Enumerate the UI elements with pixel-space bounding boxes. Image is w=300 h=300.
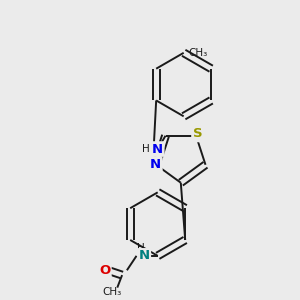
Text: N: N (139, 249, 150, 262)
Text: N: N (152, 142, 163, 155)
Text: O: O (99, 264, 110, 277)
Text: H: H (137, 243, 145, 253)
Text: H: H (142, 144, 150, 154)
Text: S: S (193, 127, 203, 140)
Text: CH₃: CH₃ (103, 287, 122, 297)
Text: CH₃: CH₃ (188, 48, 208, 58)
Text: N: N (150, 158, 161, 171)
